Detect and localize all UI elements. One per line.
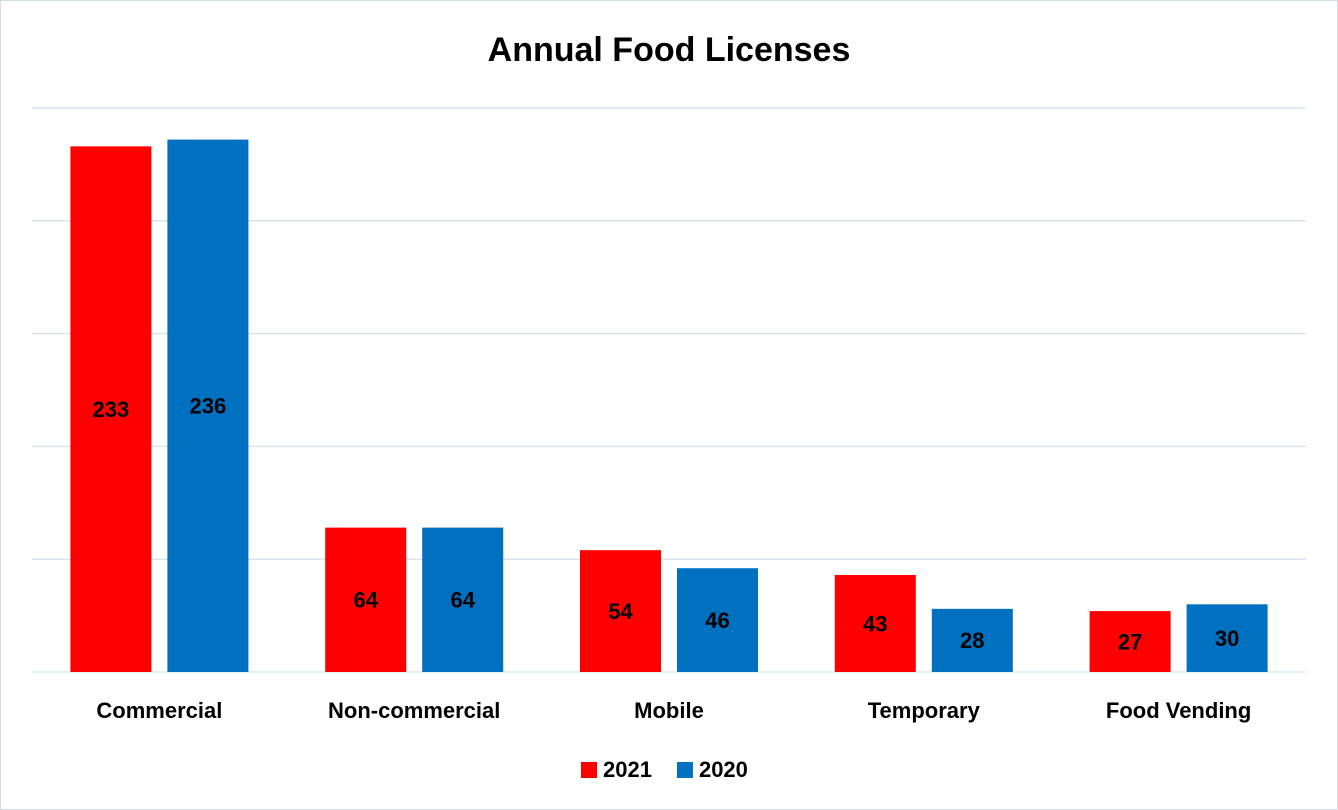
data-label: 233 (93, 397, 130, 422)
bar (834, 574, 916, 672)
data-label: 28 (960, 628, 984, 653)
x-tick-label: Mobile (634, 698, 704, 723)
bar (325, 527, 407, 672)
x-tick-label: Temporary (868, 698, 981, 723)
legend-label: 2021 (603, 757, 652, 782)
data-label: 27 (1118, 629, 1142, 654)
bar (1186, 604, 1268, 672)
x-tick-label: Non-commercial (328, 698, 500, 723)
bar (422, 527, 504, 672)
data-label: 64 (450, 588, 475, 613)
data-label: 43 (863, 611, 887, 636)
bar (1089, 611, 1171, 672)
bar (931, 608, 1013, 672)
legend-swatch (676, 762, 693, 778)
x-tick-label: Commercial (96, 698, 222, 723)
bar (167, 139, 249, 673)
data-label: 236 (190, 394, 227, 419)
data-label: 54 (608, 599, 633, 624)
data-label: 46 (705, 608, 729, 633)
data-label: 30 (1215, 626, 1239, 651)
legend-label: 2020 (699, 757, 748, 782)
chart-title: Annual Food Licenses (488, 31, 851, 69)
legend-swatch (581, 762, 597, 778)
x-tick-label: Food Vending (1106, 698, 1251, 723)
bar (677, 568, 758, 672)
bar (70, 146, 152, 673)
bar (580, 550, 661, 672)
data-label: 64 (353, 588, 378, 613)
